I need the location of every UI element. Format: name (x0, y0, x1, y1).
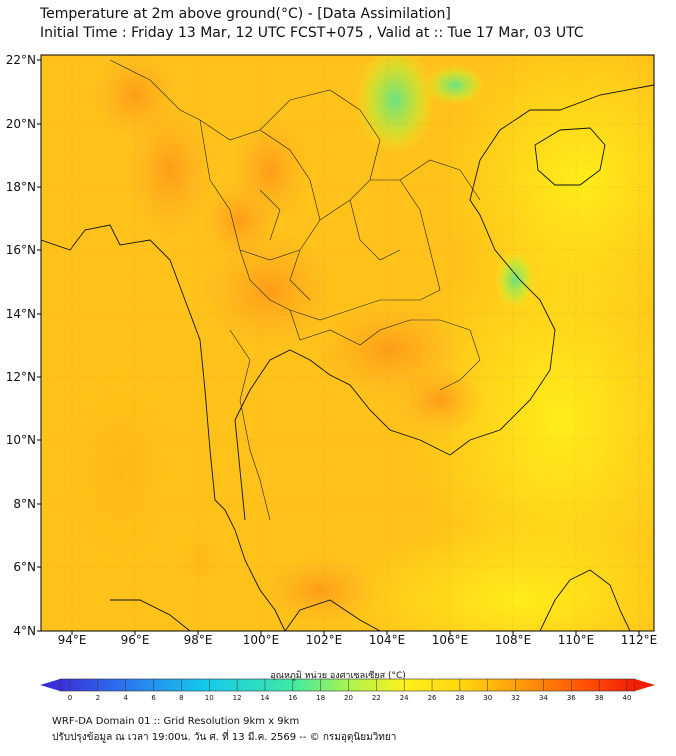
colorbar-tick-label: 36 (566, 694, 576, 702)
lat-tick-10n: 10°N (5, 433, 36, 447)
lat-tick-4n: 4°N (13, 624, 36, 638)
graticule (41, 55, 654, 631)
lon-tick-106e: 106°E (431, 633, 469, 647)
colorbar-tick-label: 28 (455, 694, 465, 702)
lon-tick-94e: 94°E (57, 633, 87, 647)
lon-tick-96e: 96°E (120, 633, 150, 647)
lon-tick-108e: 108°E (494, 633, 532, 647)
map-frame (40, 54, 655, 632)
colorbar-tick-label: 2 (95, 694, 101, 702)
lat-tick-8n: 8°N (13, 497, 36, 511)
map-title: Temperature at 2m above ground(°C) - [Da… (40, 6, 451, 22)
colorbar-tick-label: 10 (204, 694, 214, 702)
colorbar-tick-label: 14 (260, 694, 270, 702)
lon-tick-102e: 102°E (305, 633, 343, 647)
colorbar-tick-label: 24 (399, 694, 409, 702)
lon-tick-98e: 98°E (183, 633, 213, 647)
lon-tick-112e: 112°E (620, 633, 658, 647)
map-subtitle: Initial Time : Friday 13 Mar, 12 UTC FCS… (40, 25, 584, 41)
footer-model-info: WRF-DA Domain 01 :: Grid Resolution 9km … (52, 716, 300, 727)
colorbar-tick-label: 4 (123, 694, 128, 702)
lon-tick-100e: 100°E (242, 633, 280, 647)
lat-tick-22n: 22°N (5, 53, 36, 67)
footer-update-info: ปรับปรุงข้อมูล ณ เวลา 19:00น. วัน ศ. ที่… (52, 732, 397, 743)
lat-tick-14n: 14°N (5, 307, 36, 321)
temperature-field (41, 55, 654, 631)
lat-tick-20n: 20°N (5, 117, 36, 131)
lat-tick-18n: 18°N (5, 180, 36, 194)
colorbar-tick-label: 38 (594, 694, 604, 702)
colorbar-tick-label: 8 (179, 694, 184, 702)
lat-tick-12n: 12°N (5, 370, 36, 384)
colorbar-tick-label: 34 (538, 694, 548, 702)
colorbar-tick-label: 30 (483, 694, 493, 702)
lon-tick-110e: 110°E (557, 633, 595, 647)
colorbar-tick-label: 12 (232, 694, 242, 702)
axis-ticks (37, 59, 640, 635)
colorbar-label: อุณหภูมิ หน่วย องศาเซลเซียส (°C) (270, 671, 406, 681)
coastlines (41, 84, 654, 631)
colorbar-tick-label: 32 (511, 694, 521, 702)
colorbar-tick-label: 6 (151, 694, 156, 702)
provincial-borders (109, 59, 481, 521)
lon-tick-104e: 104°E (368, 633, 406, 647)
colorbar-tick-label: 22 (371, 694, 381, 702)
lat-tick-6n: 6°N (13, 560, 36, 574)
colorbar-tick-label: 26 (427, 694, 437, 702)
colorbar (40, 678, 655, 692)
colorbar-tick-label: 0 (67, 694, 73, 702)
lat-tick-16n: 16°N (5, 243, 36, 257)
colorbar-tick-label: 18 (316, 694, 326, 702)
colorbar-tick-label: 16 (288, 694, 298, 702)
colorbar-tick-label: 40 (622, 694, 632, 702)
colorbar-tick-label: 20 (344, 694, 353, 702)
